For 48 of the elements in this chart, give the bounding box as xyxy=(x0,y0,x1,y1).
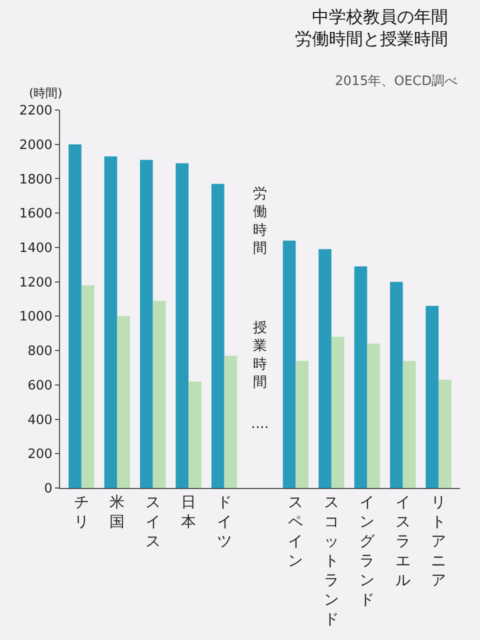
bar xyxy=(402,360,416,488)
series-label: 授業時間 xyxy=(253,320,267,391)
y-tick-label: 1600 xyxy=(19,206,52,222)
x-tick-label: イングランド xyxy=(360,493,376,608)
bar xyxy=(438,380,452,488)
x-tick-label: イスラエル xyxy=(395,493,410,589)
y-tick-label: 1400 xyxy=(19,241,52,256)
bar xyxy=(188,381,202,488)
bar xyxy=(282,240,296,488)
bar xyxy=(318,249,332,488)
chart-title: 中学校教員の年間労働時間と授業時間 xyxy=(295,7,448,50)
y-tick-label: 2200 xyxy=(19,104,52,119)
y-tick-label: 400 xyxy=(28,412,52,428)
x-tick-label: スペイン xyxy=(288,493,304,570)
y-tick-label: 0 xyxy=(44,482,52,497)
bar xyxy=(296,360,309,488)
bar xyxy=(367,344,380,488)
series-label: 労働時間 xyxy=(253,186,267,257)
y-tick-label: 600 xyxy=(28,378,52,394)
y-tick-label: 1200 xyxy=(19,275,52,290)
x-tick-label: チリ xyxy=(74,493,89,530)
y-tick-label: 2000 xyxy=(19,138,52,153)
bar xyxy=(390,282,403,488)
y-tick-label: 200 xyxy=(28,447,52,462)
x-tick-label: リトアニア xyxy=(431,493,446,589)
chart-subtitle: 2015年、OECD調べ xyxy=(335,74,458,89)
y-axis-title: (時間) xyxy=(29,86,62,100)
bar xyxy=(140,160,153,488)
annotation: ···· xyxy=(251,420,269,436)
y-tick-label: 1800 xyxy=(19,172,52,188)
bar xyxy=(152,300,166,488)
x-tick-label: スイス xyxy=(145,493,160,550)
bar xyxy=(176,163,189,488)
bar xyxy=(426,306,439,488)
y-tick-label: 800 xyxy=(28,344,52,360)
x-tick-label: 米国 xyxy=(110,493,125,530)
bar xyxy=(81,285,94,488)
bar xyxy=(331,336,344,488)
bar xyxy=(354,266,368,488)
bar xyxy=(224,356,238,488)
x-tick-label: 日本 xyxy=(181,493,196,530)
x-tick-label: スコットランド xyxy=(324,493,339,628)
bar xyxy=(68,144,82,488)
x-tick-label: ドイツ xyxy=(216,493,232,550)
bar xyxy=(117,316,130,488)
bar xyxy=(104,156,118,488)
y-tick-label: 1000 xyxy=(19,310,52,325)
bar xyxy=(211,184,224,488)
